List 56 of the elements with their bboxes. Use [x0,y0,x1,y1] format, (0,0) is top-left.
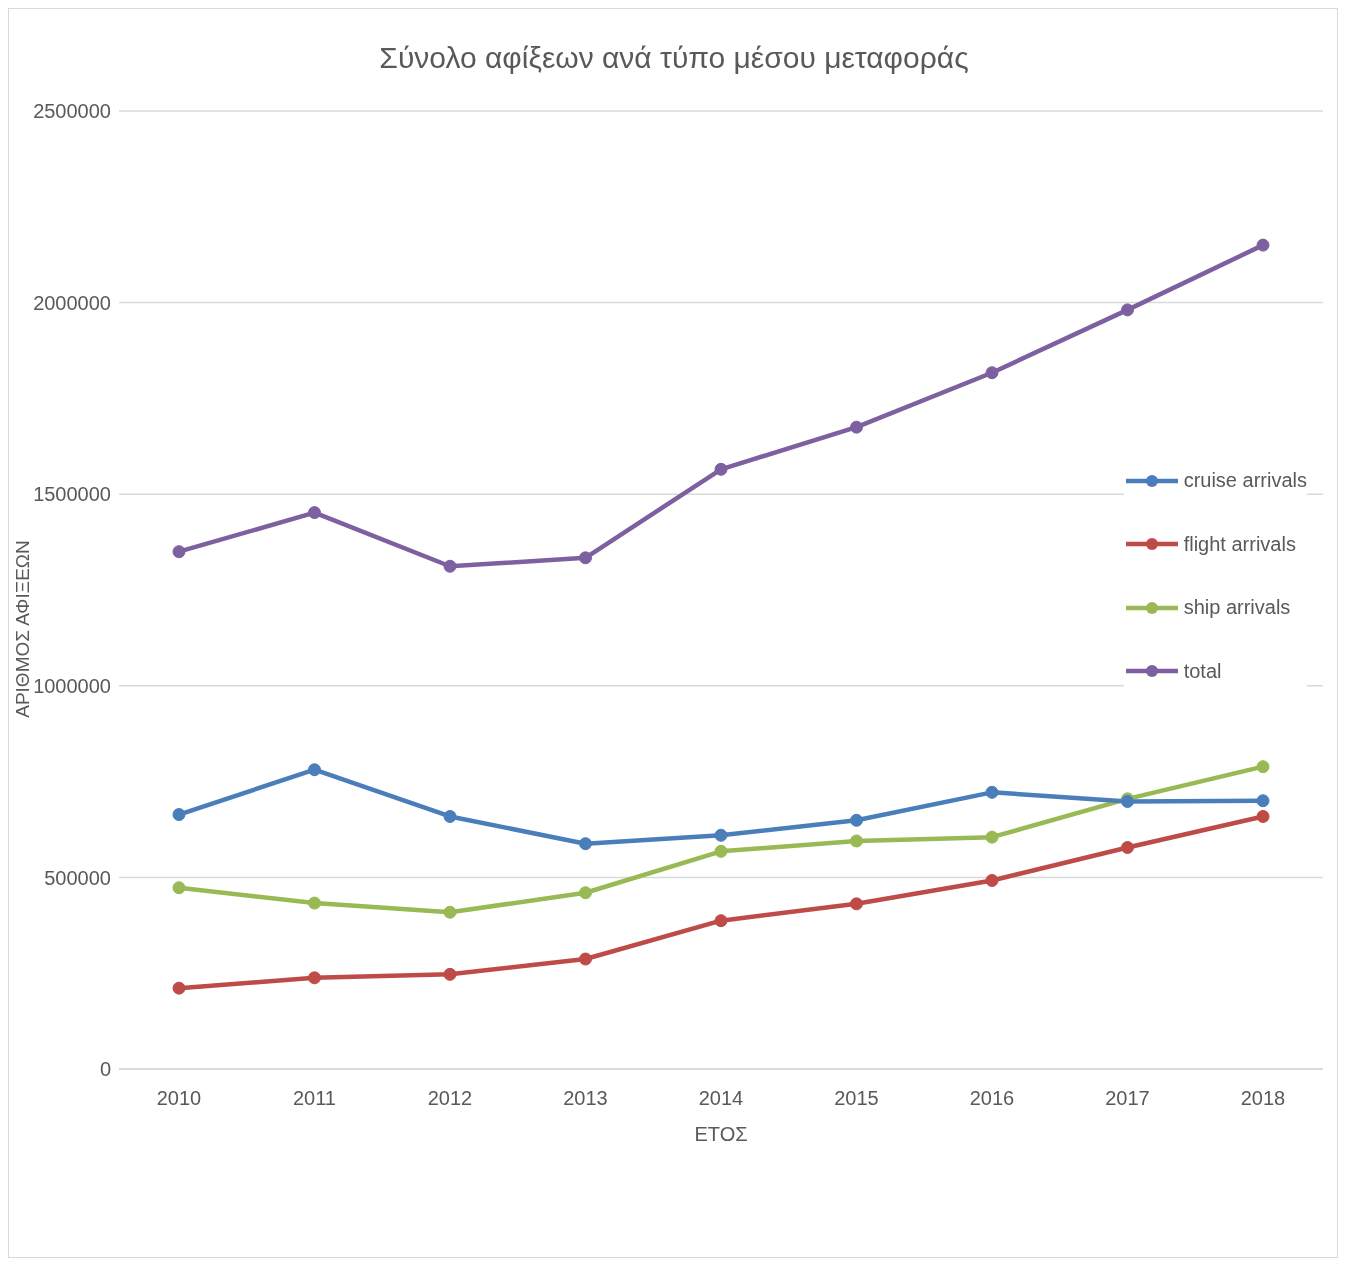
point [1256,238,1270,252]
point [1121,841,1134,855]
point [443,559,457,573]
point [443,809,457,823]
legend-label: total [1183,659,1222,683]
point [714,844,728,858]
y-tick-label: 1000000 [33,674,111,697]
y-tick-label: 0 [99,1058,111,1081]
legend-label: cruise arrivals [1183,469,1307,493]
legend-label: ship arrivals [1183,596,1291,620]
x-tick-label: 2018 [1240,1087,1286,1110]
x-tick-label: 2011 [292,1087,337,1110]
point [579,551,592,565]
point [172,881,186,895]
x-tick-label: 2015 [834,1087,879,1110]
point [985,785,999,799]
point [850,834,863,848]
y-tick-label: 2500000 [33,100,111,123]
point [850,813,863,827]
chart-title: Σύνολο αφίξεων ανά τύπο μέσου μεταφοράς [378,41,970,75]
point [579,886,592,900]
point [714,462,728,476]
point [850,420,863,434]
x-tick-label: 2012 [427,1087,473,1110]
y-axis-title: ΑΡΙΘΜΟΣ ΑΦΙΞΕΩΝ [12,540,34,718]
point [985,830,999,844]
point [172,808,186,822]
point [714,914,728,928]
point [443,967,457,981]
point [1256,809,1270,823]
point [1256,794,1270,808]
y-tick-label: 2000000 [33,291,111,314]
x-tick-label: 2016 [969,1087,1015,1110]
point [579,952,592,966]
point [308,506,321,520]
point [985,366,999,380]
point [579,837,592,851]
point [172,981,186,995]
x-tick-label: 2014 [698,1087,744,1110]
point [714,828,728,842]
x-tick-label: 2017 [1105,1087,1150,1110]
point [443,905,457,919]
x-tick-label: 2010 [156,1087,202,1110]
point [308,896,321,910]
point [308,763,321,777]
point [172,545,186,559]
y-tick-label: 1500000 [33,483,111,506]
y-tick-label: 500000 [44,866,111,889]
point [850,897,863,911]
point [308,971,321,985]
point [1121,303,1134,317]
point [985,873,999,887]
legend-label: flight arrivals [1183,532,1296,556]
point [1256,760,1270,774]
x-axis-title: ΕΤΟΣ [694,1123,748,1145]
x-tick-label: 2013 [563,1087,608,1110]
